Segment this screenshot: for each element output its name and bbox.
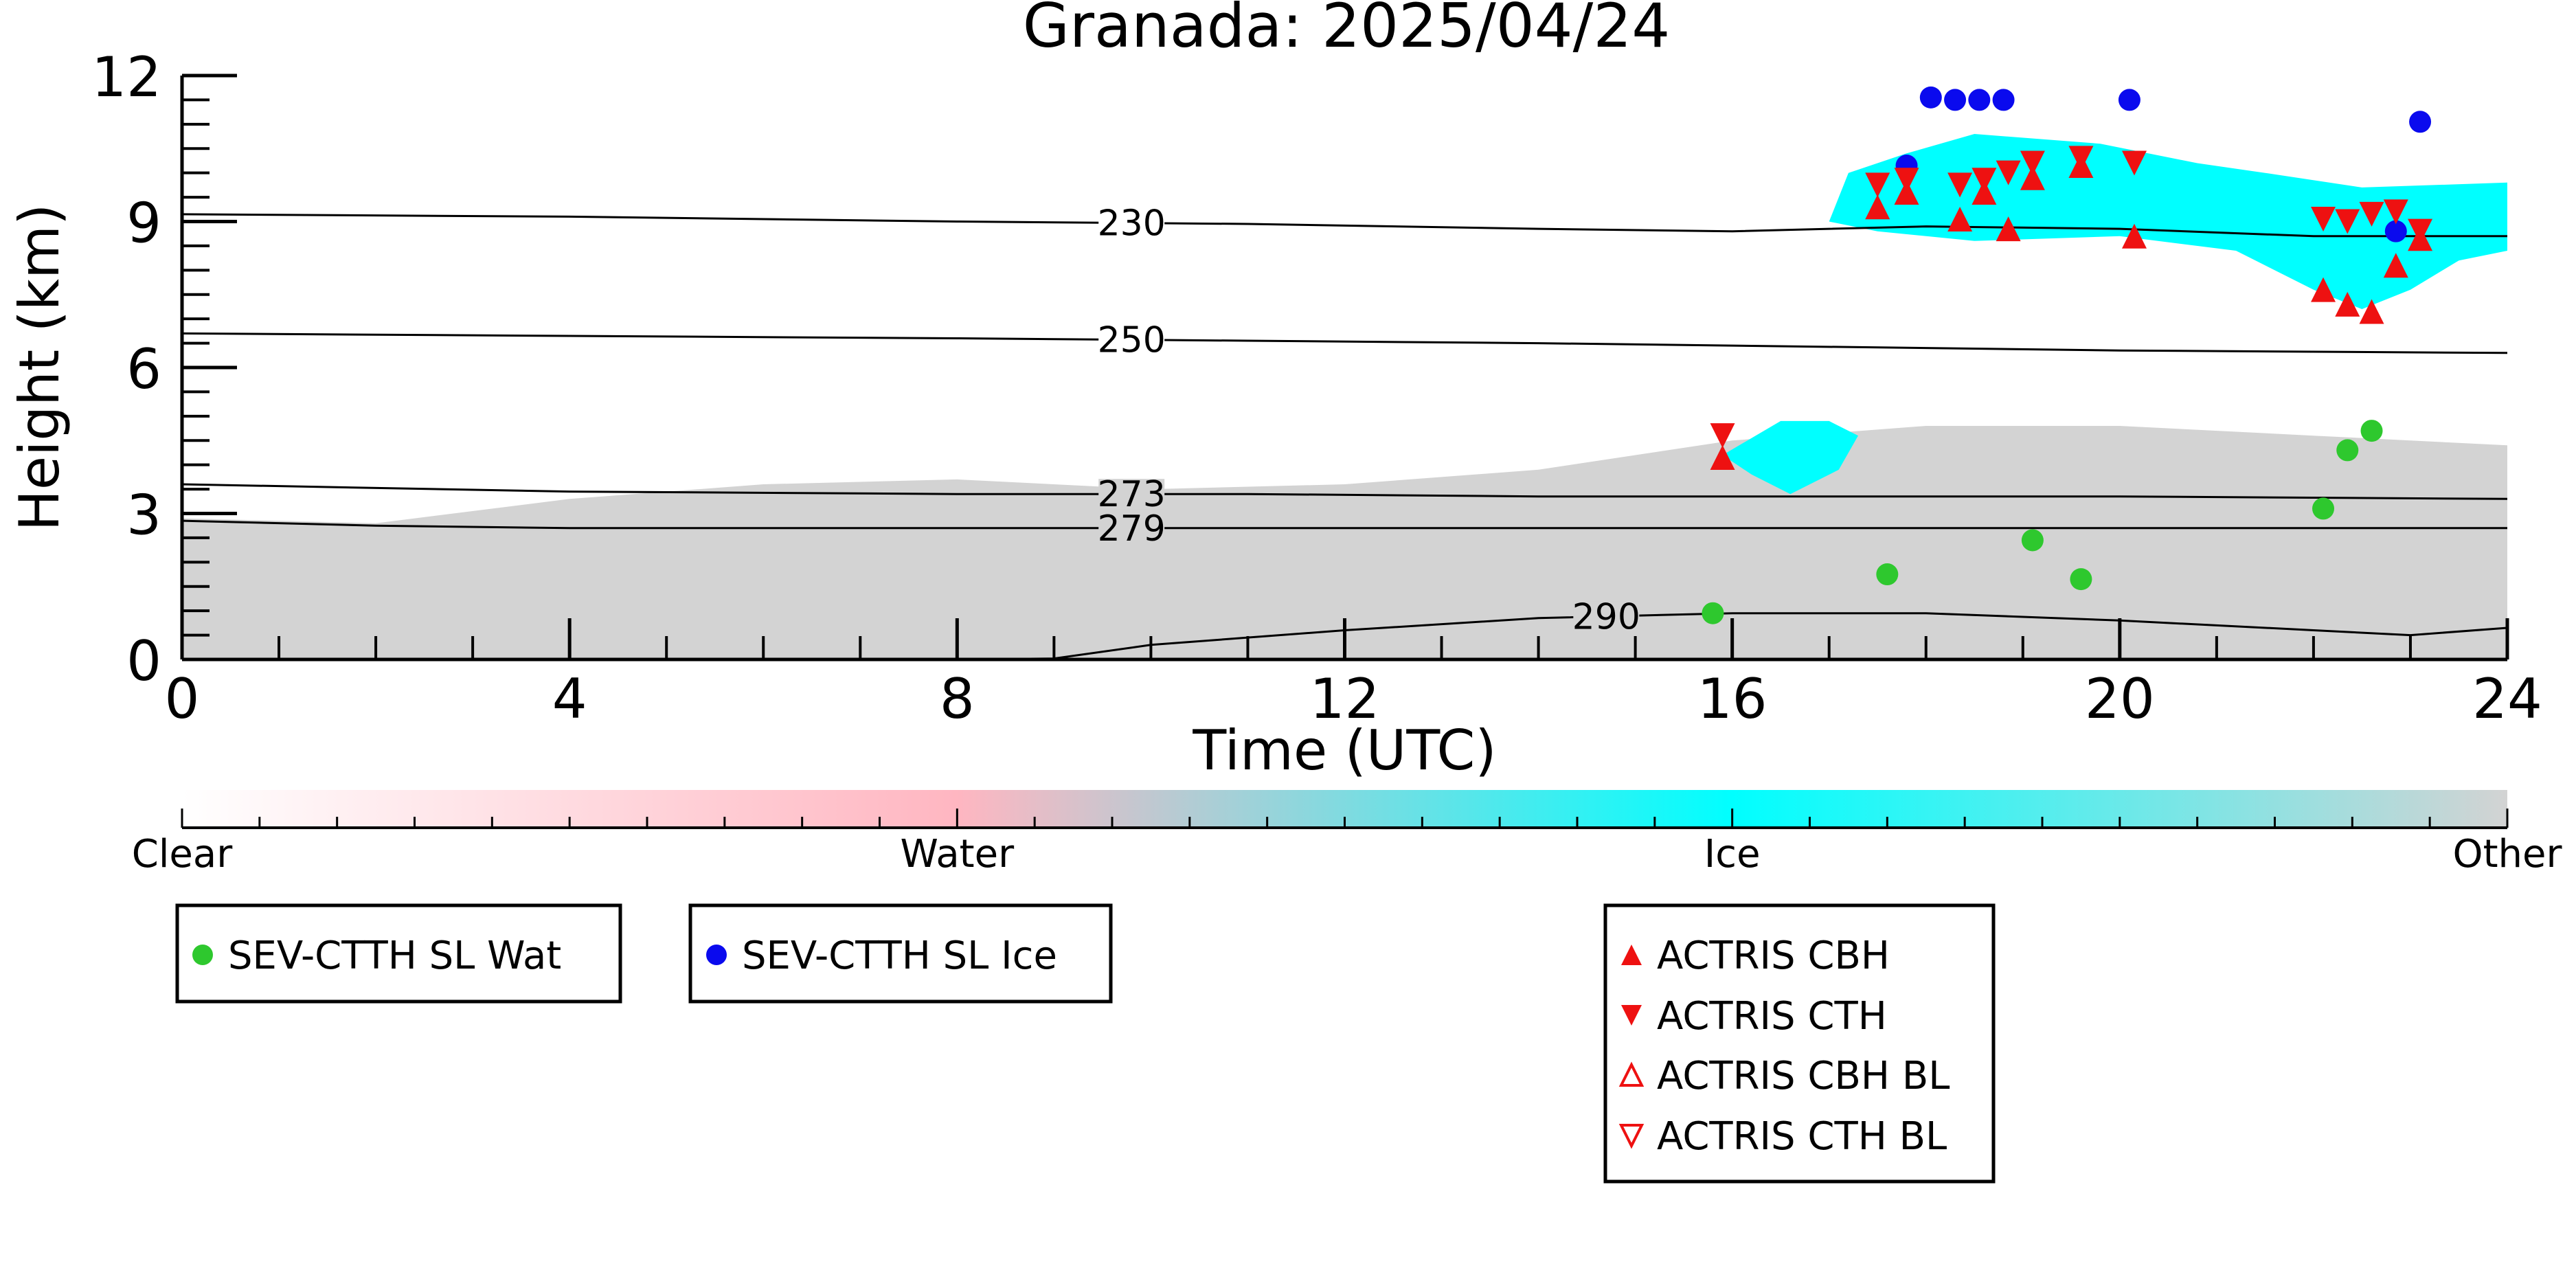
y-tick-label: 12 [91, 45, 161, 109]
marker-sev-ctth-sl-ice [2409, 111, 2432, 133]
marker-sev-ctth-sl-ice [2118, 89, 2140, 111]
marker-actris-cth [2408, 218, 2433, 244]
contour-label-279: 279 [1098, 508, 1166, 550]
class-region-other [182, 426, 2507, 659]
marker-actris-cth [1865, 172, 1890, 198]
marker-actris-cbh [2020, 165, 2045, 190]
marker-sev-ctth-sl-wat [1876, 563, 1899, 586]
marker-actris-cth [1971, 168, 1997, 193]
marker-sev-ctth-sl-wat [2070, 568, 2092, 591]
contour-label-box-230 [1098, 207, 1165, 238]
marker-sev-ctth-sl-wat [2021, 529, 2044, 552]
legend-label: ACTRIS CBH [1657, 934, 1890, 978]
contour-250 [181, 332, 2508, 354]
marker-sev-ctth-sl-wat [1702, 602, 1724, 624]
x-tick-label: 24 [2472, 667, 2542, 731]
colorbar-label: Water [901, 832, 1015, 877]
legend-marker [1618, 1124, 1645, 1149]
colorbar-label: Clear [132, 832, 233, 877]
legend-marker [1621, 1005, 1642, 1026]
contour-label-290: 290 [1572, 596, 1640, 637]
contour-230 [181, 213, 2507, 238]
marker-actris-cth [2020, 150, 2045, 176]
marker-sev-ctth-sl-ice [1968, 89, 1991, 111]
marker-actris-cbh [2121, 223, 2147, 249]
x-tick-label: 12 [1310, 667, 1380, 731]
legend-box-sev-ice [688, 903, 1113, 1004]
marker-sev-ctth-sl-ice [2384, 220, 2407, 242]
marker-actris-cth [2383, 199, 2408, 225]
marker-actris-cth [2068, 146, 2094, 171]
contour-290 [957, 612, 2508, 661]
legend-label: ACTRIS CTH BL [1657, 1114, 1947, 1159]
y-tick-label: 0 [126, 629, 161, 693]
contour-label-box-279 [1098, 512, 1165, 543]
marker-actris-cbh [1947, 206, 1973, 231]
legend-label: ACTRIS CTH [1657, 994, 1887, 1039]
contour-label-box-290 [1573, 601, 1640, 632]
marker-actris-cth [1710, 423, 1735, 449]
y-tick-label: 3 [126, 484, 161, 547]
legend-box-sev-wat [175, 903, 622, 1004]
marker-sev-ctth-sl-ice [1944, 89, 1967, 111]
marker-sev-ctth-sl-ice [1919, 86, 1942, 109]
x-axis-label: Time (UTC) [1192, 719, 1496, 782]
legend-marker [1621, 945, 1642, 965]
legend-label: SEV-CTTH SL Wat [228, 934, 561, 978]
y-tick-label: 6 [126, 337, 161, 401]
x-tick-label: 20 [2085, 667, 2155, 731]
contour-label-273: 273 [1098, 474, 1166, 515]
x-tick-label: 8 [940, 667, 975, 731]
contour-label-230: 230 [1098, 203, 1166, 245]
legend-label: SEV-CTTH SL Ice [742, 934, 1057, 978]
marker-sev-ctth-sl-ice [1992, 89, 2015, 111]
marker-actris-cbh [2383, 253, 2408, 278]
contour-279 [181, 519, 2507, 530]
marker-actris-cth [1947, 172, 1973, 198]
marker-actris-cth [1996, 160, 2021, 185]
x-tick-label: 0 [165, 667, 200, 731]
contour-label-box-250 [1098, 324, 1165, 355]
legend-marker [706, 945, 727, 965]
marker-sev-ctth-sl-wat [2360, 420, 2383, 442]
marker-actris-cth [2121, 150, 2147, 176]
contour-label-250: 250 [1098, 320, 1166, 361]
marker-actris-cbh [2359, 299, 2384, 324]
contour-273 [181, 483, 2508, 500]
y-axis-label: Height (km) [8, 204, 71, 532]
marker-actris-cth [2359, 201, 2384, 227]
class-region-ice [1829, 134, 2507, 309]
marker-sev-ctth-sl-wat [2312, 497, 2335, 520]
marker-actris-cth [1894, 168, 1919, 193]
marker-actris-cth [2311, 206, 2336, 231]
class-region-ice [1722, 420, 1858, 495]
colorbar-label: Other [2452, 832, 2562, 877]
legend-box-actris [1603, 903, 1996, 1184]
legend-label: ACTRIS CBH BL [1657, 1054, 1950, 1098]
marker-actris-cbh [2335, 291, 2360, 317]
chart-title: Granada: 2025/04/24 [1023, 0, 1671, 61]
colorbar-label: Ice [1704, 832, 1761, 877]
x-tick-label: 16 [1697, 667, 1767, 731]
x-tick-label: 4 [552, 667, 587, 731]
legend-marker [1618, 1061, 1645, 1087]
marker-actris-cbh [1996, 216, 2021, 242]
marker-actris-cth [2335, 209, 2360, 234]
y-tick-label: 9 [126, 192, 161, 256]
marker-actris-cbh [1865, 194, 1890, 220]
contour-label-box-273 [1098, 479, 1165, 510]
legend-marker [192, 945, 213, 965]
marker-actris-cbh [2311, 277, 2336, 302]
marker-sev-ctth-sl-wat [2336, 439, 2359, 462]
marker-actris-cbh [1710, 445, 1735, 471]
